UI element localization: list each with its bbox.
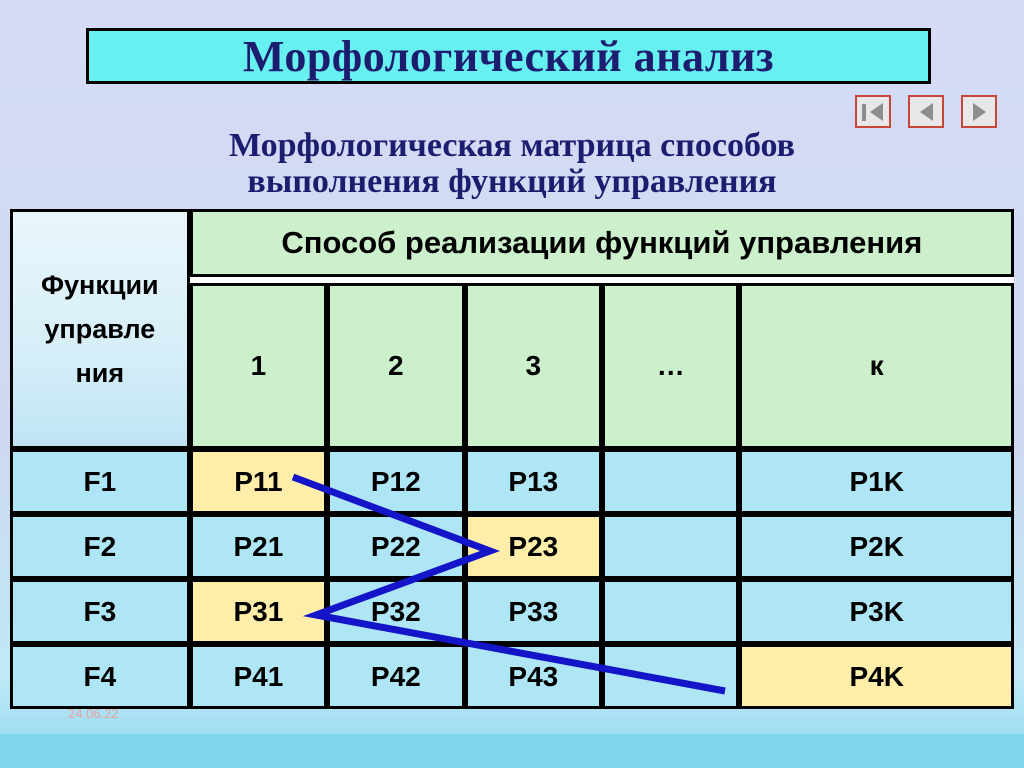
navigation-buttons[interactable]: [855, 95, 997, 128]
row-label-f1: F1: [10, 449, 190, 514]
table-column-header-row: 1 2 3 … к: [10, 283, 1014, 449]
cell-p12: P12: [327, 449, 465, 514]
column-header-1: 1: [189, 283, 328, 449]
method-header-cell: Способ реализации функций управления: [189, 209, 1014, 277]
cell-p32: P32: [327, 579, 465, 644]
cell-p2k: P2K: [739, 514, 1014, 579]
cell-p42: P42: [327, 644, 465, 709]
header-spacer: [189, 277, 1014, 283]
subtitle-line-2: выполнения функций управления: [247, 163, 777, 200]
cell-p43: P43: [464, 644, 603, 709]
cell-p3k: P3K: [739, 579, 1014, 644]
first-slide-icon: [869, 102, 883, 121]
column-header-2: 2: [327, 283, 465, 449]
corner-label-line-3: ния: [75, 358, 125, 388]
next-slide-button[interactable]: [961, 95, 997, 128]
cell-p33: P33: [464, 579, 603, 644]
column-header-5: к: [739, 283, 1014, 449]
cell-p23: P23: [464, 514, 603, 579]
corner-header-cell: Функции управле ния: [10, 209, 190, 449]
cell-p1k: P1K: [739, 449, 1014, 514]
table-header-row: Функции управле ния Способ реализации фу…: [10, 209, 1014, 449]
table-row: F3 P31 P32 P33 P3K: [10, 579, 1014, 644]
first-slide-button[interactable]: [855, 95, 891, 128]
cell-f2-col4: [602, 514, 740, 579]
first-slide-icon-bar: [862, 104, 866, 121]
corner-label-line-2: управле: [44, 314, 156, 344]
cell-p11: P11: [189, 449, 328, 514]
column-header-4: …: [602, 283, 740, 449]
cell-f4-col4: [602, 644, 740, 709]
subtitle: Морфологическая матрица способов выполне…: [0, 128, 1024, 200]
row-label-f2: F2: [10, 514, 190, 579]
cell-p31: P31: [189, 579, 328, 644]
cell-p21: P21: [189, 514, 328, 579]
subtitle-line-1: Морфологическая матрица способов: [228, 127, 796, 164]
column-header-3: 3: [464, 283, 603, 449]
table-row: F4 P41 P42 P43 P4K: [10, 644, 1014, 709]
table-header-spacer-row: [10, 277, 1014, 283]
cell-p13: P13: [464, 449, 603, 514]
next-slide-icon: [972, 102, 986, 121]
page-title: Морфологический анализ: [242, 31, 775, 81]
row-label-f4: F4: [10, 644, 190, 709]
title-bar: Морфологический анализ: [86, 28, 931, 84]
cell-p4k: P4K: [739, 644, 1014, 709]
previous-slide-icon: [919, 102, 933, 121]
cell-p41: P41: [189, 644, 328, 709]
morphological-matrix: Функции управле ния Способ реализации фу…: [10, 209, 1014, 709]
corner-label-line-1: Функции: [40, 270, 159, 300]
date-stamp: 24.06.22: [68, 706, 119, 721]
row-label-f3: F3: [10, 579, 190, 644]
table-row: F1 P11 P12 P13 P1K: [10, 449, 1014, 514]
cell-f3-col4: [602, 579, 740, 644]
cell-p22: P22: [327, 514, 465, 579]
cell-f1-col4: [602, 449, 740, 514]
bottom-band: [0, 734, 1024, 768]
previous-slide-button[interactable]: [908, 95, 944, 128]
table-row: F2 P21 P22 P23 P2K: [10, 514, 1014, 579]
